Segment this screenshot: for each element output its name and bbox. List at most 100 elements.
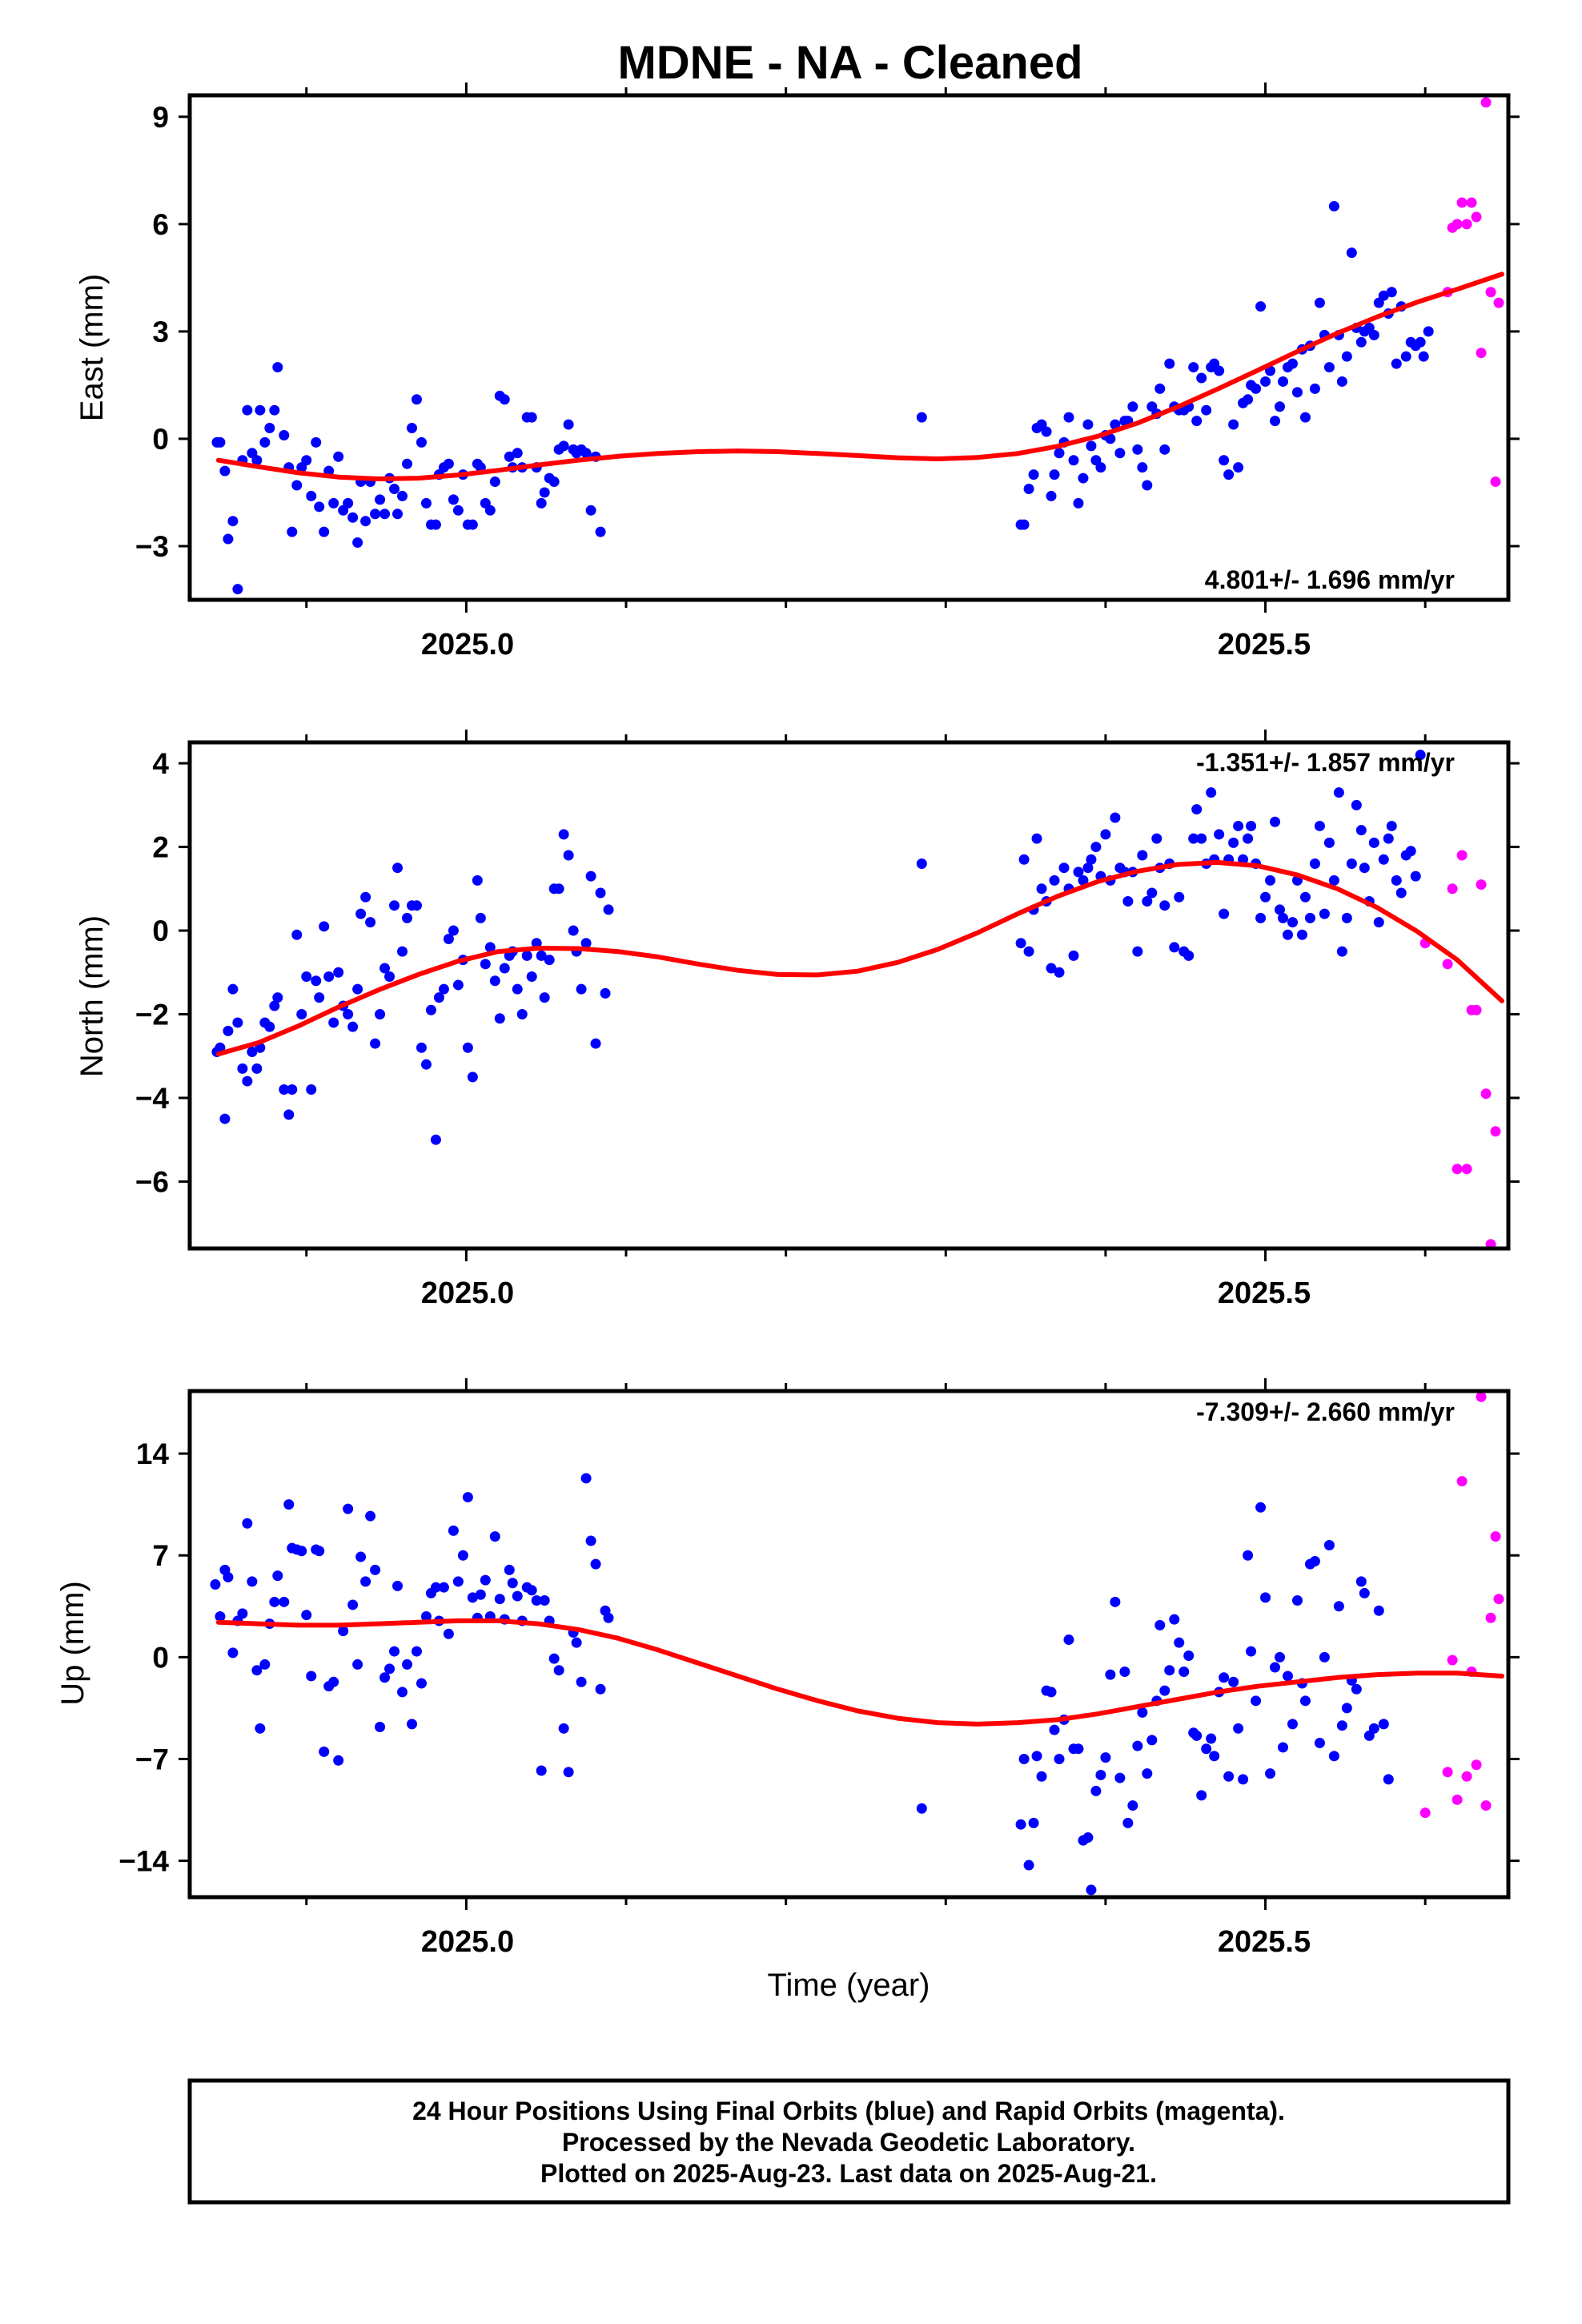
north-final-point [1206,787,1217,798]
east-final-point [489,476,500,488]
up-final-point [1314,1737,1325,1748]
up-rapid-point [1480,1800,1492,1811]
north-rapid-point [1480,1088,1492,1100]
east-final-point [1105,433,1116,444]
east-ytick-label: 9 [152,101,169,134]
north-final-point [296,1009,307,1020]
up-rapid-point [1419,1807,1431,1819]
up-final-point [352,1659,363,1670]
east-final-point [1278,376,1289,387]
up-rate-label: -7.309+/- 2.660 mm/yr [1196,1397,1455,1426]
north-final-point [467,1072,478,1083]
east-final-point [347,512,359,523]
up-final-point [1373,1605,1384,1616]
north-final-point [580,938,592,949]
east-final-point [1164,358,1175,369]
north-final-point [595,887,606,899]
east-final-point [1287,358,1298,369]
north-model-curve [215,859,1504,1057]
north-final-point [480,959,491,970]
east-final-point [539,487,550,498]
up-final-point [1223,1771,1235,1782]
north-final-point [1299,891,1311,903]
up-final-point [580,1473,592,1484]
north-final-point [539,992,550,1003]
north-final-point [283,1109,295,1120]
north-final-point [323,971,335,982]
up-final-point [1095,1769,1106,1780]
north-final-point [389,900,400,911]
north-final-point [242,1076,253,1087]
north-final-point [1265,875,1276,886]
east-final-point [1049,469,1060,480]
east-final-point [452,505,464,516]
up-final-point [375,1722,386,1733]
up-final-point [1291,1595,1303,1606]
east-final-point [251,455,263,466]
north-final-point [319,921,330,932]
up-final-point [301,1610,312,1621]
up-final-point [571,1637,582,1648]
north-final-point [1219,908,1230,919]
north-final-point [1169,942,1180,953]
east-model-curve [215,271,1504,481]
up-final-point [296,1546,307,1557]
east-final-point [279,429,290,440]
x-axis-label: Time (year) [768,1968,930,2003]
up-final-point [402,1659,413,1670]
east-final-point [1323,362,1335,373]
east-final-point [1214,365,1225,376]
north-final-point [1341,912,1352,923]
north-final-point [1415,750,1426,761]
north-final-point [1287,917,1298,928]
east-final-point [1386,287,1397,298]
up-final-point [1054,1753,1065,1764]
east-plot-area: −3 0 3 6 9 [135,82,1520,613]
north-final-point [521,950,532,961]
up-final-point [1191,1730,1203,1741]
east-data-layer [211,97,1504,595]
north-final-point [484,942,496,953]
up-final-point [563,1767,574,1778]
east-final-point [1341,351,1352,362]
north-final-point [232,1017,243,1028]
up-final-point [1328,1751,1339,1762]
north-final-point [1359,862,1370,874]
up-final-point [227,1647,239,1659]
north-final-point [1191,804,1203,815]
up-final-point [1246,1646,1257,1657]
north-final-point [1049,875,1060,886]
up-xtick-label-2025-5: 2025.5 [1218,1925,1311,1959]
east-final-point [1137,462,1148,473]
east-final-point [311,436,322,448]
east-final-point [287,526,298,537]
up-final-point [443,1628,454,1639]
east-final-point [443,458,454,469]
east-final-point [411,394,422,405]
up-final-point [1046,1687,1057,1698]
east-final-point [1082,419,1094,430]
north-final-point [916,858,927,869]
east-final-point [269,404,280,416]
east-final-point [448,494,459,505]
east-final-point [1309,383,1320,394]
north-final-point [1309,858,1320,869]
east-final-point [1355,336,1367,348]
up-final-point [283,1499,295,1510]
up-final-point [314,1546,325,1557]
up-ytick-label: −14 [118,1845,169,1878]
north-final-point [352,983,363,995]
footer-frame [187,2078,1511,2205]
east-final-point [328,497,339,509]
up-final-point [558,1723,569,1734]
north-final-point [576,983,587,995]
east-ylabel: East (mm) [74,274,110,421]
north-final-point [512,983,523,995]
east-final-point [255,404,266,416]
north-final-point [1146,887,1158,899]
up-final-point [411,1646,422,1657]
up-final-point [1183,1651,1195,1662]
north-final-point [1073,866,1084,878]
north-final-point [1333,787,1344,798]
